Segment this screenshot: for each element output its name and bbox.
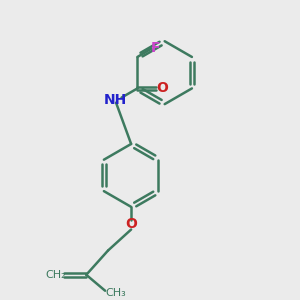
- Text: CH₃: CH₃: [105, 288, 126, 298]
- Text: O: O: [156, 81, 168, 95]
- Text: NH: NH: [103, 93, 127, 107]
- Text: CH₂: CH₂: [46, 270, 66, 280]
- Text: O: O: [125, 218, 137, 232]
- Text: F: F: [151, 41, 160, 55]
